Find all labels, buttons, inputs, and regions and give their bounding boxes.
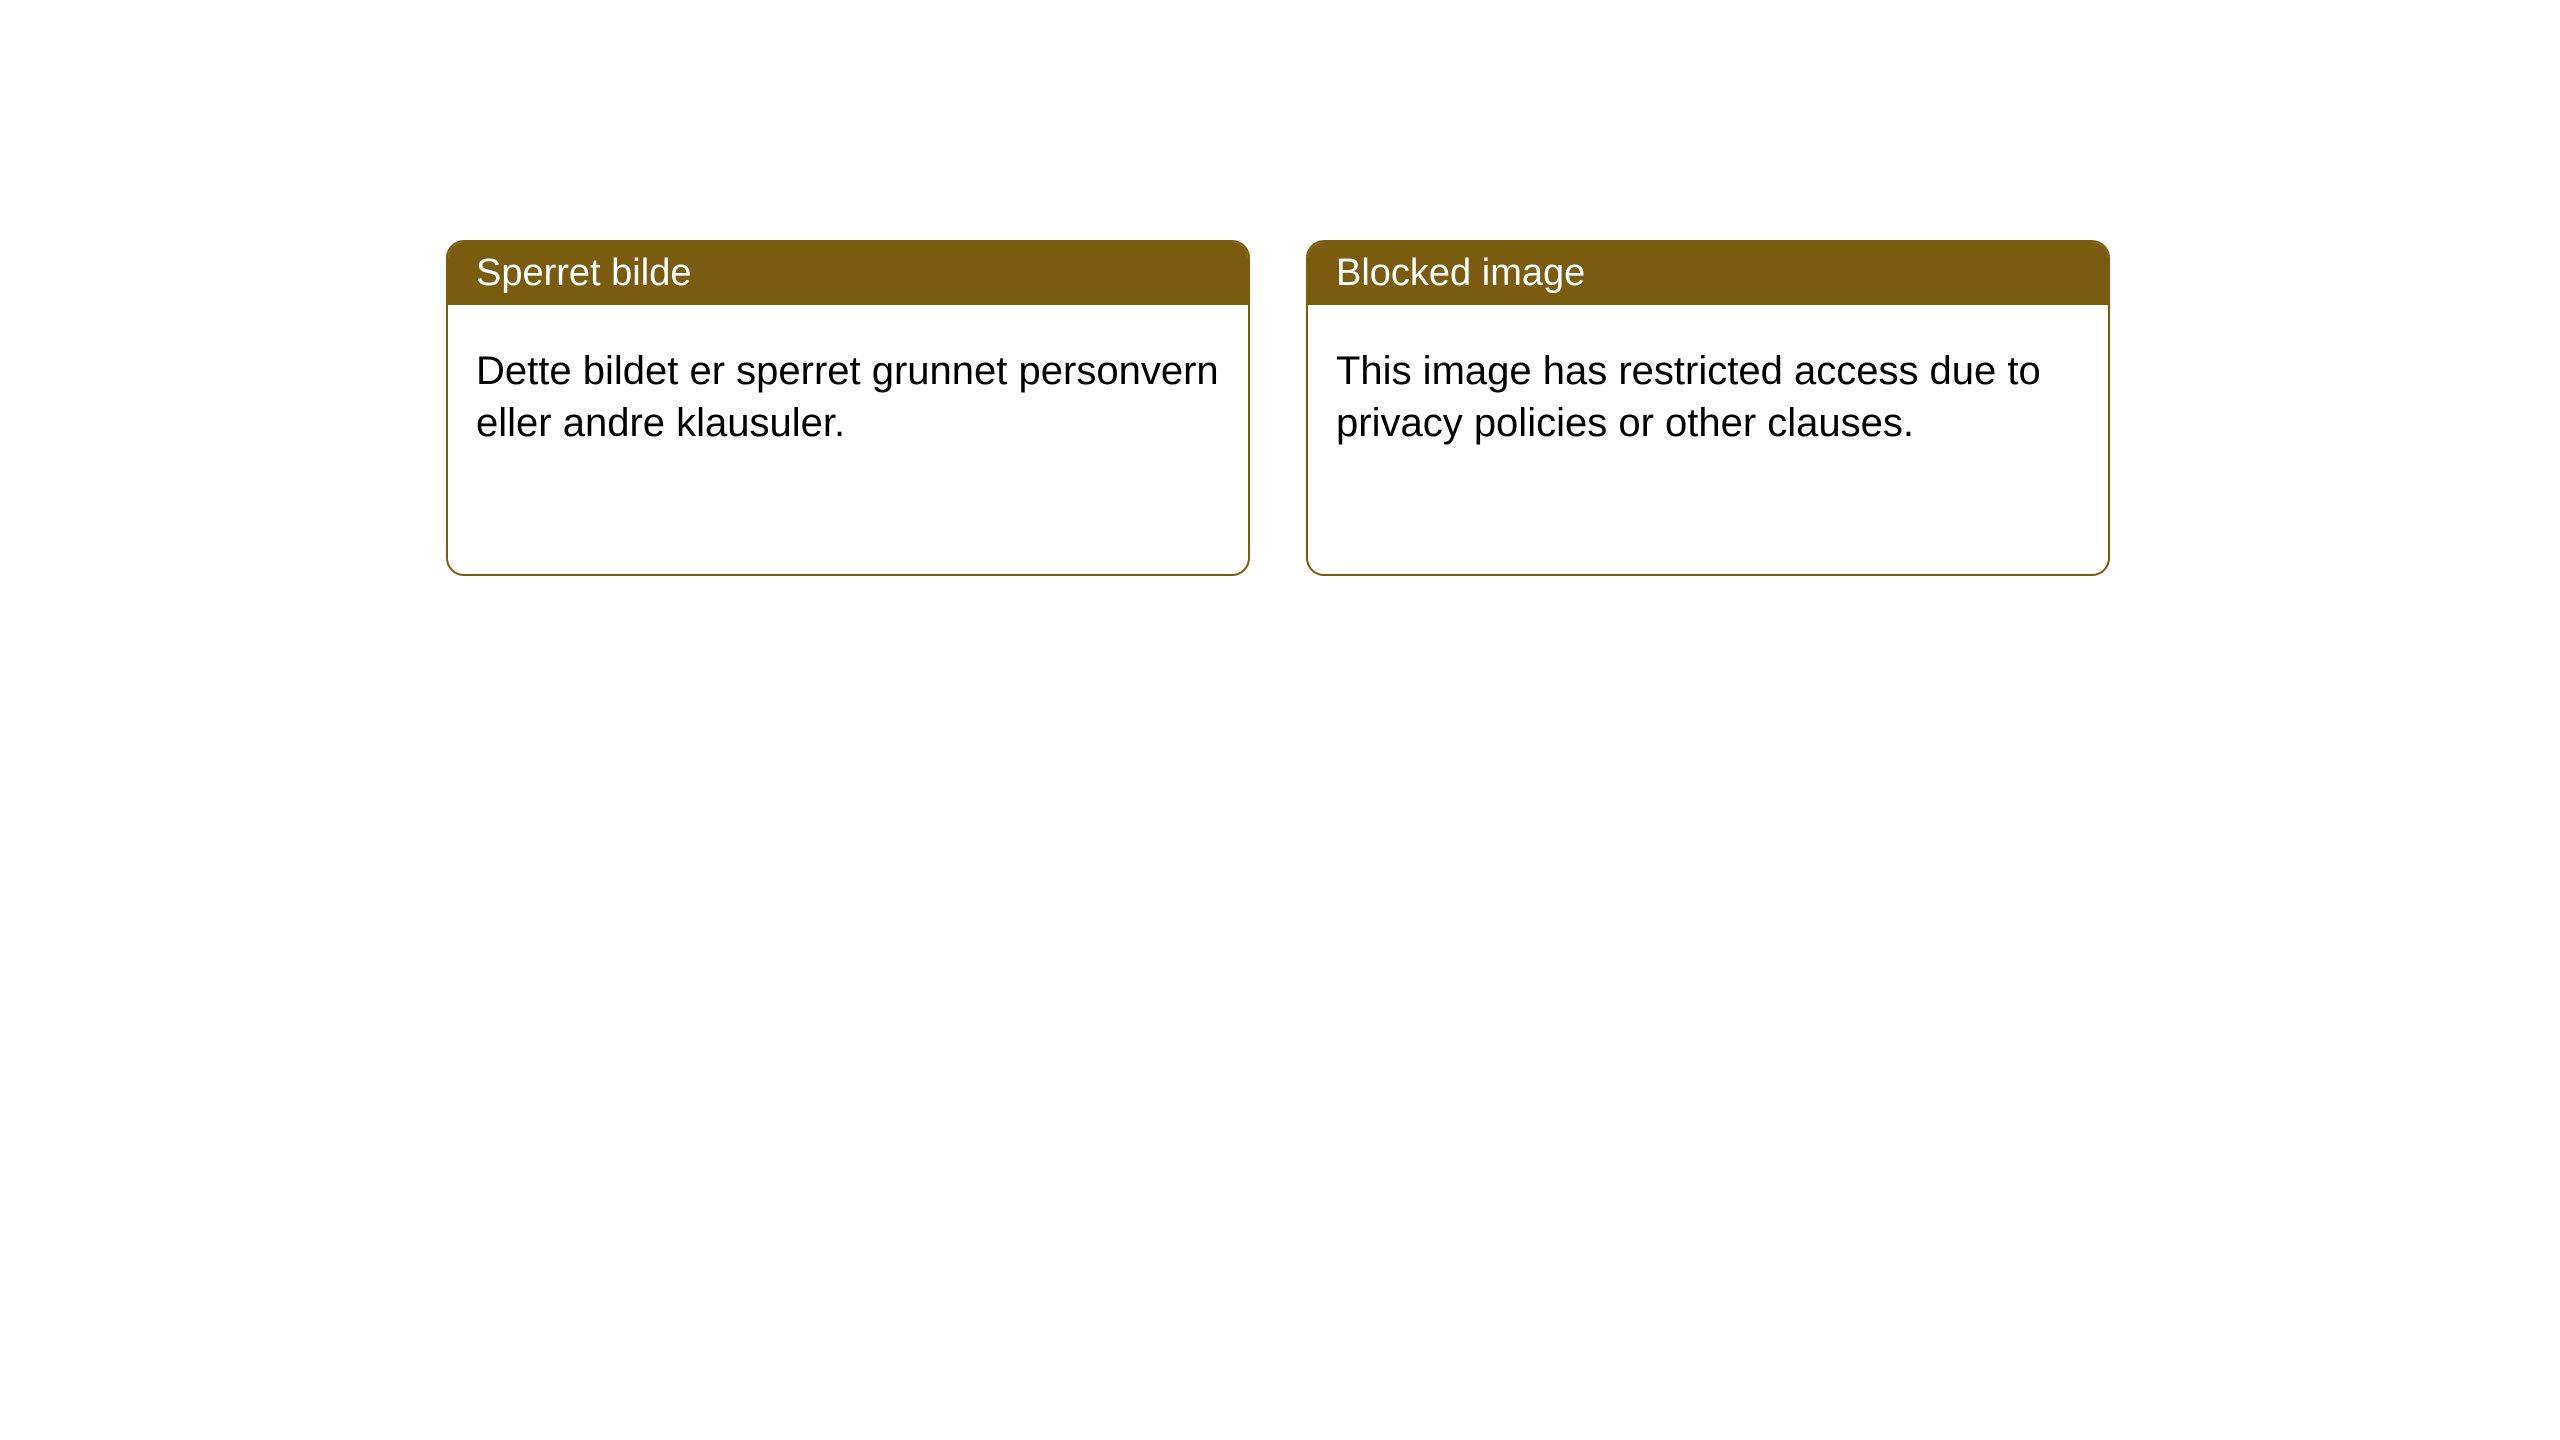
notice-card-no: Sperret bilde Dette bildet er sperret gr… [446,240,1250,576]
notice-title-en: Blocked image [1336,252,1585,294]
notice-text-no: Dette bildet er sperret grunnet personve… [476,349,1219,445]
notice-header-no: Sperret bilde [448,242,1248,305]
notice-body-en: This image has restricted access due to … [1308,305,2108,477]
notice-text-en: This image has restricted access due to … [1336,349,2041,445]
notice-body-no: Dette bildet er sperret grunnet personve… [448,305,1248,477]
notice-card-en: Blocked image This image has restricted … [1306,240,2110,576]
notice-header-en: Blocked image [1308,242,2108,305]
notice-container: Sperret bilde Dette bildet er sperret gr… [446,240,2110,576]
notice-title-no: Sperret bilde [476,252,691,294]
